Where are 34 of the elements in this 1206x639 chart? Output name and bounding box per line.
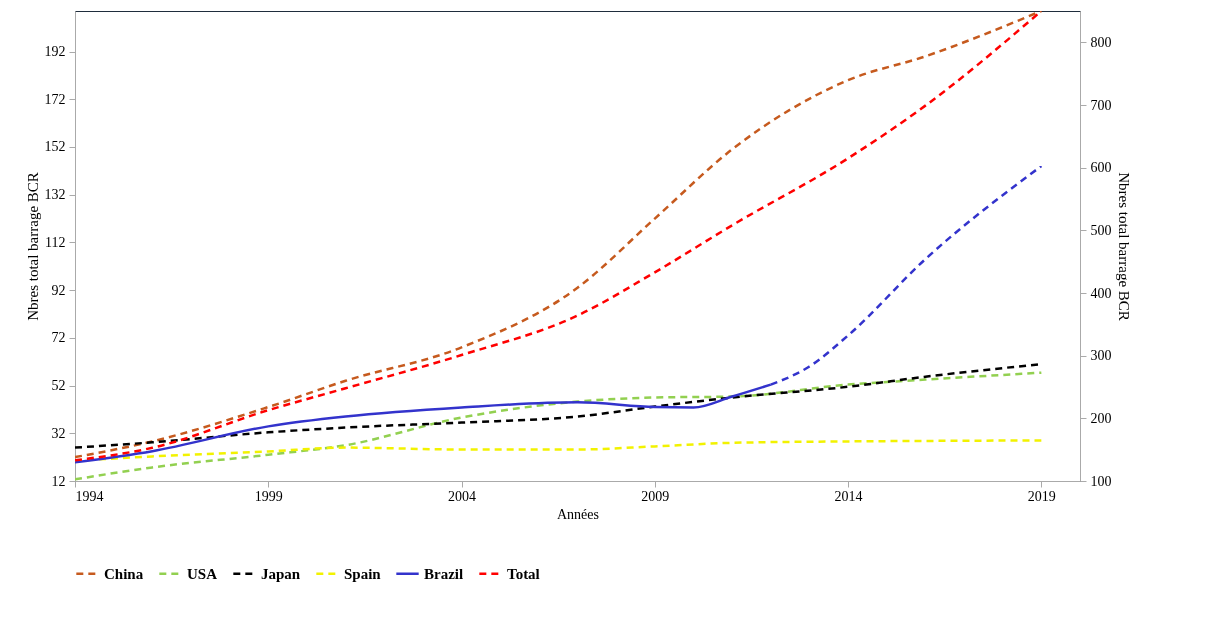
y2-tick-label: 100 [1090, 473, 1112, 489]
y-tick-label: 72 [51, 330, 66, 346]
legend-label: Total [507, 565, 540, 582]
y-tick-label: 32 [51, 425, 66, 441]
y2-tick-label: 200 [1090, 410, 1112, 426]
y2-axis-title: Nbres total barrage BCR [1115, 172, 1132, 321]
legend-label: USA [187, 565, 218, 582]
y-tick-label: 92 [51, 282, 66, 298]
y-tick-label: 52 [51, 378, 66, 394]
y-tick-label: 132 [44, 187, 66, 203]
x-tick-label: 2014 [834, 488, 863, 504]
x-tick-label: 2019 [1027, 488, 1056, 504]
y-axis-title: Nbres total barrage BCR [24, 172, 41, 321]
y2-tick-label: 400 [1090, 285, 1112, 301]
x-axis-title: Années [557, 506, 599, 522]
x-tick-label: 1994 [75, 488, 104, 504]
x-tick-label: 1999 [254, 488, 283, 504]
line-series [75, 371, 1043, 481]
legend-label: Brazil [424, 565, 464, 582]
y-tick-label: 192 [44, 44, 66, 60]
y-tick-label: 152 [44, 139, 66, 155]
x-tick-label: 2004 [448, 488, 477, 504]
y2-tick-label: 600 [1090, 160, 1112, 176]
legend-label: Japan [261, 565, 301, 582]
legend-label: Spain [344, 565, 382, 582]
y-tick-label: 112 [45, 234, 66, 250]
y-tick-label: 12 [51, 473, 66, 489]
x-tick-label: 2009 [641, 488, 670, 504]
y-tick-label: 172 [44, 91, 66, 107]
y2-tick-label: 500 [1090, 222, 1112, 238]
y2-tick-label: 800 [1090, 34, 1112, 50]
legend-label: China [104, 565, 144, 582]
y2-tick-label: 700 [1090, 97, 1112, 113]
y2-tick-label: 300 [1090, 348, 1112, 364]
